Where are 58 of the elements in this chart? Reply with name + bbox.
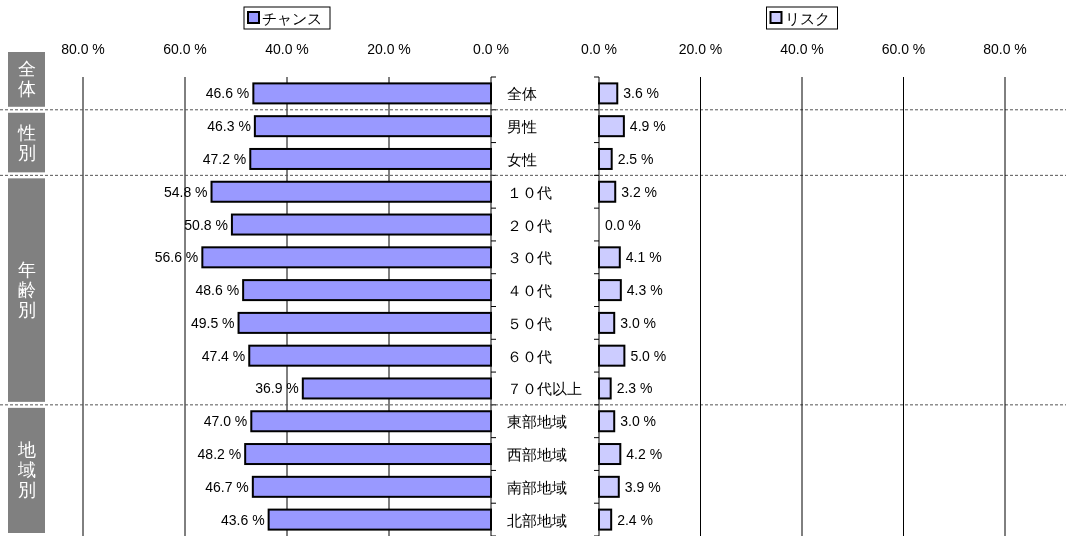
data-label: 48.2 % — [197, 446, 242, 463]
data-label: 4.9 % — [629, 118, 666, 135]
x-tick-label: 0.0 % — [581, 41, 617, 57]
y-tick-label: ３０代 — [507, 249, 552, 267]
y-tick-label: 北部地域 — [507, 511, 567, 529]
y-tick-label: ７０代以上 — [507, 380, 582, 398]
x-tick-label: 40.0 % — [265, 41, 309, 57]
data-label: 3.6 % — [623, 85, 660, 102]
data-label: 49.5 % — [190, 314, 235, 331]
data-label: 3.0 % — [620, 413, 657, 430]
x-tick-label: 60.0 % — [881, 41, 926, 57]
y-tick-label: １０代 — [507, 183, 552, 201]
data-label: 2.3 % — [616, 380, 653, 397]
y-tick-label: 東部地域 — [507, 413, 567, 431]
data-label: 46.6 % — [205, 85, 250, 102]
y-tick-label: 南部地域 — [507, 478, 567, 496]
y-tick-label: 全体 — [507, 85, 537, 103]
data-label: 47.2 % — [202, 150, 247, 167]
text: 地域別 — [16, 440, 36, 501]
x-tick-label: 80.0 % — [61, 41, 105, 57]
data-label: 36.9 % — [255, 380, 299, 397]
data-label: 2.4 % — [617, 511, 653, 528]
text: 全体 — [17, 59, 36, 100]
x-tick-label: 60.0 % — [163, 41, 207, 57]
legend-label: チャンス — [262, 10, 322, 27]
data-label: 4.1 % — [625, 249, 662, 266]
x-tick-label: 0.0 % — [473, 41, 509, 57]
data-label: 54.8 % — [163, 183, 208, 200]
x-tick-label: 40.0 % — [780, 41, 824, 57]
data-label: 5.0 % — [630, 347, 667, 364]
x-tick-label: 20.0 % — [367, 41, 411, 57]
data-label: 43.6 % — [221, 511, 265, 528]
data-label: 4.2 % — [626, 446, 663, 463]
y-tick-label: ４０代 — [507, 282, 552, 300]
text: 性別 — [16, 122, 36, 163]
data-label: 47.4 % — [201, 347, 246, 364]
x-tick-label: 20.0 % — [678, 41, 723, 57]
text: 年齢別 — [17, 260, 36, 321]
data-label: 0.0 % — [605, 216, 641, 233]
y-tick-label: ６０代 — [507, 347, 552, 365]
data-label: 56.6 % — [154, 249, 199, 266]
data-label: 3.0 % — [620, 314, 657, 331]
y-tick-label: 女性 — [507, 150, 537, 168]
legend-label: リスク — [784, 10, 830, 27]
data-label: 3.9 % — [624, 478, 661, 495]
y-tick-label: 男性 — [507, 118, 537, 136]
data-label: 3.2 % — [621, 183, 658, 200]
data-label: 46.3 % — [207, 118, 251, 135]
x-tick-label: 80.0 % — [983, 41, 1027, 57]
y-tick-label: ５０代 — [507, 314, 552, 332]
data-label: 2.5 % — [617, 150, 654, 167]
data-label: 46.7 % — [205, 478, 249, 495]
data-label: 4.3 % — [626, 282, 663, 299]
data-label: 47.0 % — [203, 413, 248, 430]
data-label: 48.6 % — [195, 282, 240, 299]
data-label: 50.8 % — [184, 216, 228, 233]
y-tick-label: ２０代 — [507, 216, 552, 234]
y-tick-label: 西部地域 — [507, 446, 567, 464]
